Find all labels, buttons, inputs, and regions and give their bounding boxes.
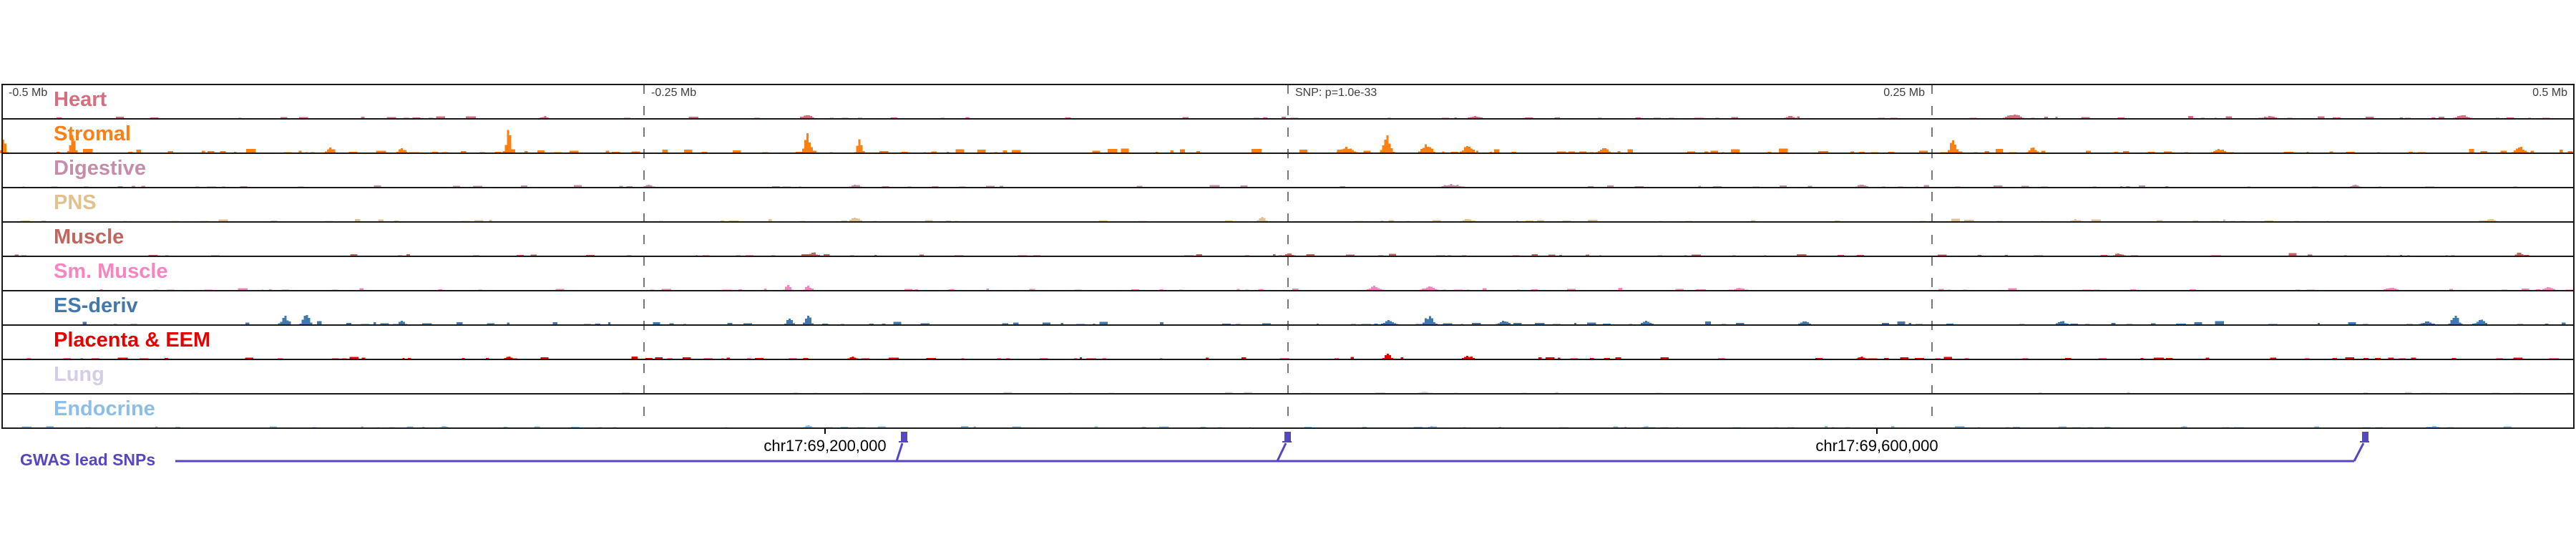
axis-tick-label: 0.25 Mb: [1883, 87, 1925, 99]
track-label: ES-deriv: [54, 294, 138, 317]
track-label: Digestive: [54, 157, 146, 180]
track-label: Muscle: [54, 226, 125, 248]
axis-tick-label: 0.5 Mb: [2532, 87, 2567, 99]
track-label: Placenta & EEM: [54, 329, 211, 352]
track-label: Stromal: [54, 122, 131, 145]
track-label: Lung: [54, 363, 104, 386]
track-label: Heart: [54, 88, 107, 111]
gwas-lead-snps-label: GWAS lead SNPs: [20, 450, 156, 469]
genome-coordinate-label: chr17:69,200,000: [763, 437, 887, 455]
track-label: Endocrine: [54, 397, 155, 420]
genome-coordinate-label: chr17:69,600,000: [1815, 437, 1938, 455]
track-label: PNS: [54, 191, 97, 214]
track-label: Sm. Muscle: [54, 260, 168, 283]
axis-tick-label: -0.25 Mb: [651, 87, 697, 99]
axis-tick-label-lead-snp: SNP: p=1.0e-33: [1295, 87, 1377, 99]
axis-tick-label: -0.5 Mb: [9, 87, 48, 99]
